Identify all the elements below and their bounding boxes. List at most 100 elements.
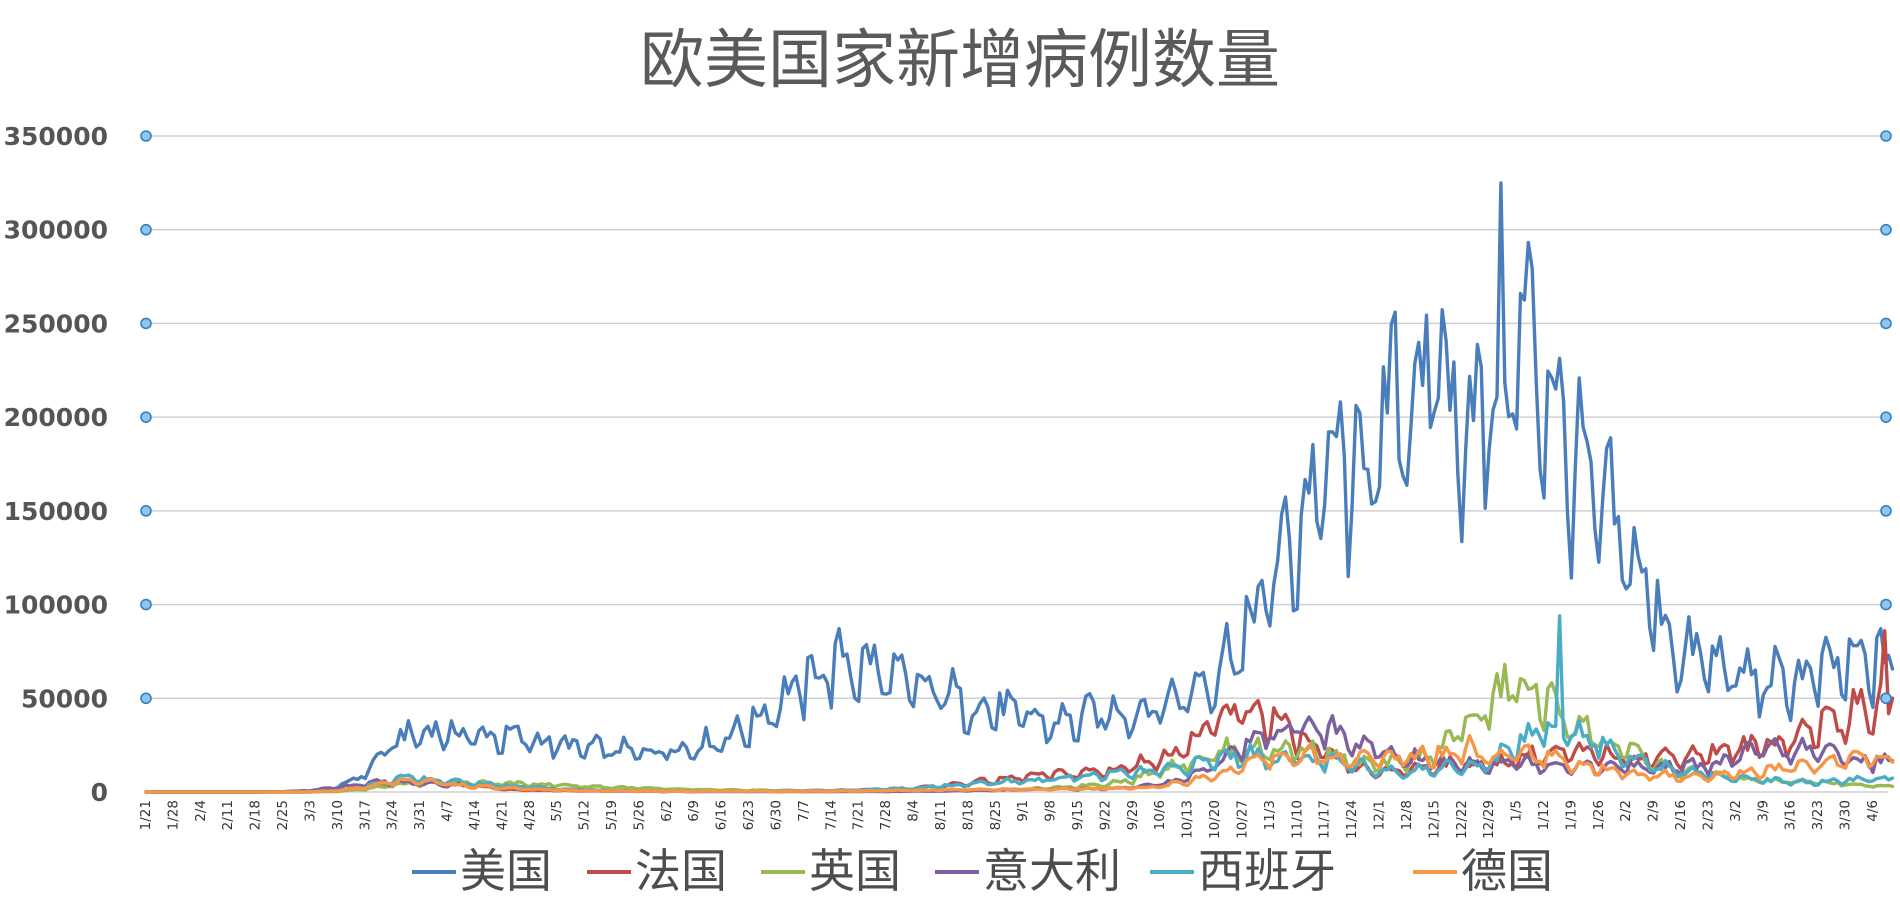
gridline-marker [140, 317, 152, 330]
x-tick-label: 1/5 [1509, 800, 1525, 822]
legend-label: 美国 [460, 844, 552, 898]
y-tick-label: 50000 [21, 684, 108, 713]
x-tick-label: 9/15 [1070, 800, 1086, 830]
x-tick-label: 10/20 [1207, 800, 1223, 839]
x-tick-label: 3/23 [1810, 800, 1826, 830]
x-tick-label: 10/6 [1152, 800, 1168, 830]
series-line-6 [144, 734, 1895, 794]
x-tick-label: 5/12 [577, 800, 593, 830]
gridline-end-markers [140, 130, 1892, 705]
legend: 美国 法国 英国 意大利 西班牙 德国 [412, 844, 1553, 898]
x-tick-label: 10/27 [1234, 800, 1250, 839]
x-tick-label: 8/18 [960, 800, 976, 830]
x-tick-label: 1/12 [1536, 800, 1552, 830]
x-tick-label: 10/13 [1180, 800, 1196, 839]
y-tick-label: 100000 [4, 591, 108, 620]
legend-label: 英国 [809, 844, 901, 898]
x-tick-label: 4/28 [522, 800, 538, 830]
x-tick-label: 2/11 [220, 800, 236, 830]
series-line-2 [144, 629, 1895, 794]
gridlines [146, 135, 1888, 793]
x-tick-label: 12/1 [1372, 800, 1388, 830]
gridline-marker [140, 692, 152, 705]
y-tick-label: 150000 [4, 497, 108, 526]
y-axis-ticks: 0 50000 100000 150000 200000 250000 300000 3500… [4, 122, 108, 807]
x-tick-label: 2/23 [1700, 800, 1716, 830]
x-tick-label: 9/29 [1125, 800, 1141, 830]
x-tick-label: 12/29 [1481, 800, 1497, 839]
series-lines [144, 181, 1895, 794]
x-tick-label: 12/8 [1399, 800, 1415, 830]
x-tick-label: 2/2 [1618, 800, 1634, 822]
chart-title: 欧美国家新增病例数量 [640, 24, 1280, 98]
x-tick-label: 6/9 [686, 800, 702, 822]
x-tick-label: 3/24 [385, 800, 401, 830]
x-tick-label: 4/14 [467, 800, 483, 830]
x-tick-label: 3/3 [302, 800, 318, 822]
x-tick-label: 11/17 [1317, 800, 1333, 839]
y-tick-label: 0 [91, 778, 108, 807]
y-tick-label: 300000 [4, 216, 108, 245]
legend-label: 法国 [635, 844, 727, 898]
x-tick-label: 7/7 [796, 800, 812, 822]
x-axis-ticks: 1/21 1/28 2/4 2/11 2/18 2/25 3/3 3/10 3/17 3/24 3/… [138, 800, 1881, 839]
gridline-marker [1880, 317, 1892, 330]
x-tick-label: 7/21 [851, 800, 867, 830]
x-tick-label: 9/22 [1097, 800, 1113, 830]
x-tick-label: 4/6 [1865, 800, 1881, 822]
x-tick-label: 4/21 [494, 800, 510, 830]
gridline-marker [140, 223, 152, 236]
gridline-marker [1880, 505, 1892, 517]
gridline-marker [140, 505, 152, 517]
x-tick-label: 6/16 [714, 800, 730, 830]
x-tick-label: 3/16 [1783, 800, 1799, 830]
series-line-1 [144, 181, 1895, 794]
x-tick-label: 7/28 [878, 800, 894, 830]
x-tick-label: 11/10 [1289, 800, 1305, 839]
gridline-marker [1880, 223, 1892, 236]
x-tick-label: 5/5 [549, 800, 565, 822]
x-tick-label: 3/2 [1728, 800, 1744, 822]
x-tick-label: 1/19 [1563, 800, 1579, 830]
legend-label: 德国 [1461, 844, 1553, 898]
y-tick-label: 350000 [4, 122, 108, 151]
x-tick-label: 11/24 [1344, 800, 1360, 839]
x-tick-label: 5/19 [604, 800, 620, 830]
x-tick-label: 8/4 [906, 800, 922, 822]
gridline-marker [1880, 598, 1892, 611]
legend-label: 西班牙 [1198, 844, 1336, 898]
legend-label: 意大利 [983, 844, 1121, 898]
x-tick-label: 3/17 [357, 800, 373, 830]
x-tick-label: 12/15 [1426, 800, 1442, 839]
gridline-marker [140, 411, 152, 423]
x-tick-label: 3/30 [1838, 800, 1854, 830]
x-tick-label: 4/7 [440, 800, 456, 822]
x-tick-label: 7/14 [823, 800, 839, 830]
x-tick-label: 3/31 [412, 800, 428, 830]
gridline-marker [1880, 130, 1892, 142]
x-tick-label: 6/2 [659, 800, 675, 822]
x-tick-label: 6/23 [741, 800, 757, 830]
x-tick-label: 5/26 [631, 800, 647, 830]
x-tick-label: 1/28 [165, 800, 181, 830]
series-line-5 [144, 614, 1895, 794]
y-tick-label: 250000 [4, 309, 108, 338]
x-tick-label: 11/3 [1262, 800, 1278, 830]
x-tick-label: 2/9 [1646, 800, 1662, 822]
x-tick-label: 12/22 [1454, 800, 1470, 839]
x-tick-label: 3/9 [1755, 800, 1771, 822]
gridline-marker [1880, 692, 1892, 705]
x-tick-label: 1/21 [138, 800, 154, 830]
x-tick-label: 2/18 [248, 800, 264, 830]
gridline-marker [1880, 411, 1892, 423]
x-tick-label: 1/26 [1591, 800, 1607, 830]
x-tick-label: 2/25 [275, 800, 291, 830]
y-tick-label: 200000 [4, 403, 108, 432]
x-tick-label: 9/1 [1015, 800, 1031, 822]
gridline-marker [140, 598, 152, 611]
x-tick-label: 3/10 [330, 800, 346, 830]
x-tick-label: 8/25 [988, 800, 1004, 830]
x-tick-label: 6/30 [768, 800, 784, 830]
